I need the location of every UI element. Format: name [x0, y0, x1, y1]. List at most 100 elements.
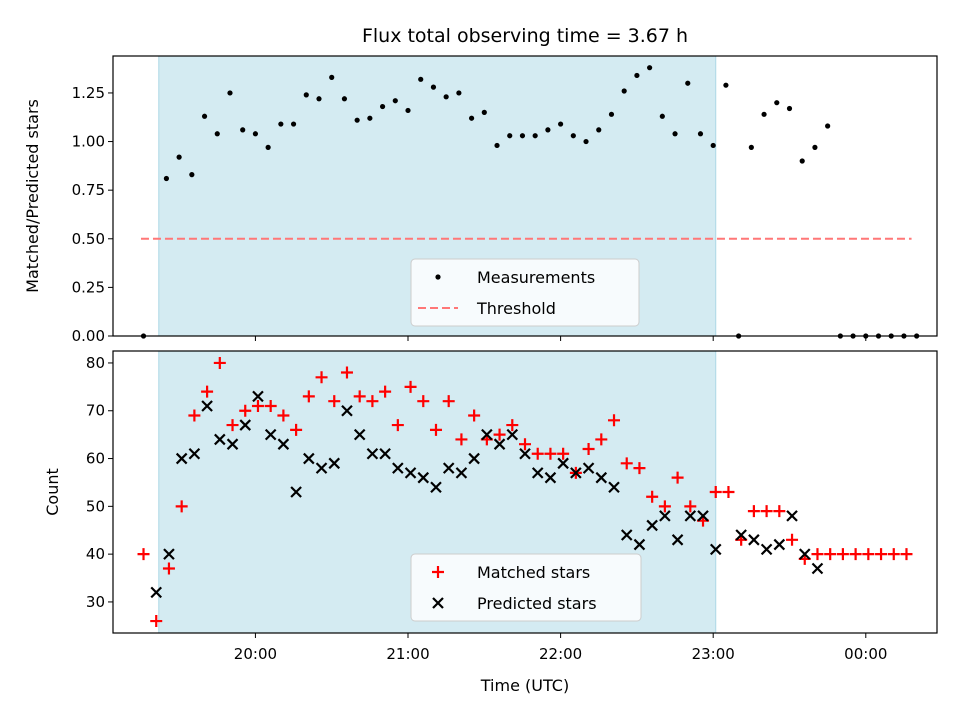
data-point [900, 548, 913, 561]
data-point [507, 133, 513, 139]
data-point [315, 371, 328, 384]
y-axis-label: Matched/Predicted stars [23, 99, 42, 293]
data-point [774, 100, 780, 106]
data-point [494, 142, 500, 149]
data-point [722, 486, 735, 498]
data-point [302, 390, 315, 403]
x-tick-label: 23:00 [692, 645, 735, 663]
data-point [531, 447, 544, 460]
legend-marker-measurements [435, 274, 441, 280]
data-point [825, 123, 831, 129]
data-point [761, 111, 767, 117]
legend-label: Measurements [477, 268, 595, 287]
data-point [633, 462, 646, 475]
data-point [201, 113, 208, 119]
data-point [786, 105, 793, 112]
data-point [214, 433, 226, 446]
data-point [723, 82, 729, 88]
x-axis-label: Time (UTC) [480, 676, 569, 695]
data-point [646, 490, 659, 503]
data-point [709, 543, 722, 556]
y-tick-label: 80 [86, 354, 105, 372]
data-point [544, 447, 557, 460]
data-point [570, 467, 582, 479]
data-point [659, 113, 665, 119]
data-point [646, 519, 658, 532]
data-point [710, 142, 716, 149]
data-point [163, 175, 170, 182]
series-matched-stars [137, 356, 913, 628]
data-point [672, 131, 678, 137]
data-point [506, 428, 519, 441]
data-point [315, 462, 328, 474]
data-point [786, 533, 799, 546]
series-predicted-stars [150, 390, 824, 599]
data-point [366, 447, 379, 460]
data-point [367, 115, 373, 121]
x-tick-label: 00:00 [844, 645, 887, 663]
data-point [824, 548, 837, 561]
data-point [430, 84, 437, 90]
data-point [811, 562, 824, 575]
data-point [227, 90, 233, 96]
y-tick-label: 0.00 [72, 327, 105, 345]
data-point [544, 471, 557, 484]
data-point [455, 467, 468, 479]
axes-frame [112, 55, 938, 337]
data-point [620, 529, 633, 541]
data-point [290, 423, 303, 436]
data-point [290, 486, 302, 498]
data-point [417, 471, 430, 484]
legend-label: Predicted stars [477, 594, 597, 613]
y-tick-label: 50 [86, 497, 105, 515]
data-point [175, 452, 188, 465]
data-point [353, 428, 366, 441]
legend-box [410, 553, 642, 622]
data-point [213, 356, 226, 369]
data-point [443, 94, 449, 100]
data-point [455, 433, 468, 446]
data-point [189, 172, 195, 178]
data-point [595, 433, 608, 446]
data-point [265, 144, 271, 150]
y-tick-label: 1.25 [72, 84, 105, 102]
y-tick-label: 0.25 [72, 278, 105, 296]
data-point [608, 414, 621, 427]
data-point [493, 428, 506, 441]
data-point [557, 457, 569, 470]
data-point [862, 548, 875, 561]
data-point [391, 419, 404, 432]
y-tick-label: 0.75 [72, 181, 105, 199]
data-point [760, 505, 773, 518]
data-point [887, 548, 900, 561]
data-point [531, 467, 544, 479]
data-point [328, 457, 341, 470]
count-panel: 30 40 50 60 70 80 20:00 21:00 22:00 23:00 00:00 Cou… [43, 350, 938, 695]
data-point [545, 127, 551, 133]
data-point [392, 98, 398, 104]
data-point [468, 409, 481, 422]
data-point [685, 80, 691, 86]
data-point [239, 419, 252, 431]
data-point [329, 74, 335, 80]
data-point [811, 548, 824, 561]
data-point [405, 107, 411, 114]
data-point [519, 133, 526, 139]
y-tick-label: 1.00 [72, 133, 105, 151]
data-point [366, 395, 379, 408]
data-point [379, 103, 386, 110]
data-point [532, 133, 538, 139]
y-tick-label: 30 [86, 593, 105, 611]
data-point [697, 510, 709, 522]
data-point [226, 438, 239, 450]
data-point [150, 586, 163, 599]
data-point [468, 115, 475, 121]
data-point [583, 138, 589, 145]
data-point [353, 390, 366, 403]
data-point [647, 65, 653, 71]
data-point [558, 121, 564, 127]
data-point [849, 548, 862, 561]
y-tick-label: 70 [86, 402, 105, 420]
data-point [264, 399, 277, 412]
data-point [659, 510, 671, 522]
